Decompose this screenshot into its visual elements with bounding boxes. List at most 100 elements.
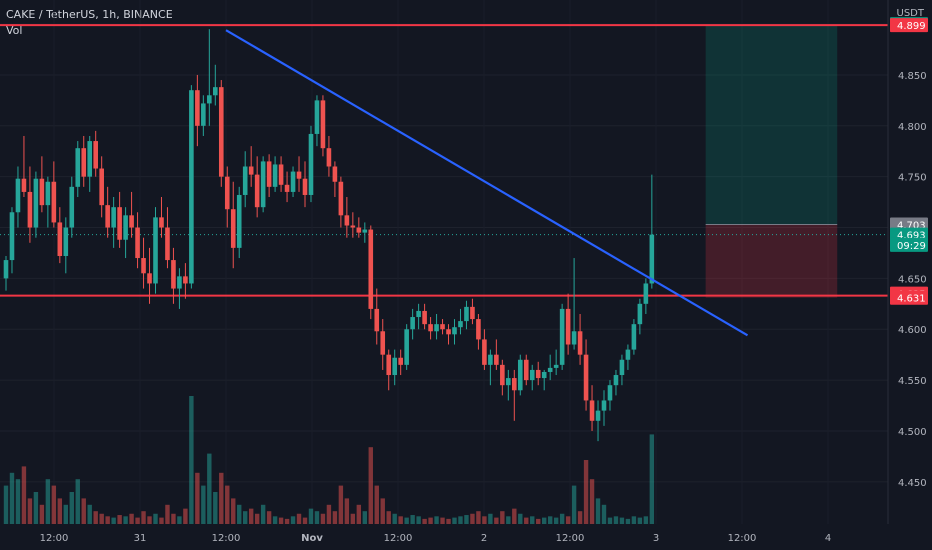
candle-body — [619, 359, 625, 376]
volume-bar — [613, 516, 619, 524]
volume-bar — [571, 485, 577, 524]
candle-body — [380, 331, 386, 355]
candle-body — [81, 148, 87, 177]
currency-label: USDT — [896, 8, 924, 19]
volume-bar — [320, 513, 326, 524]
candle-body — [63, 227, 69, 257]
y-tick-label: 4.600 — [898, 325, 927, 336]
y-tick-label: 4.450 — [898, 478, 927, 489]
volume-bar — [99, 513, 104, 524]
candle-body — [482, 339, 487, 365]
volume-bar — [57, 498, 63, 524]
volume-bar — [595, 498, 601, 524]
volume-bar — [75, 479, 80, 524]
volume-bar — [440, 517, 445, 524]
volume-bar — [577, 511, 583, 524]
volume-bar — [434, 516, 439, 524]
volume-bar — [547, 516, 553, 524]
price-axis: 4.9004.8504.8004.7504.7004.6504.6004.550… — [890, 17, 928, 489]
candle-body — [183, 276, 188, 284]
candle-body — [523, 359, 529, 381]
candle-body — [535, 369, 541, 379]
candle-body — [500, 364, 505, 386]
volume-bar — [559, 513, 565, 524]
volume-bar — [458, 516, 463, 524]
volume-bar — [153, 513, 158, 524]
volume-bar — [338, 485, 344, 524]
price-label-text: 09:29 — [897, 241, 926, 252]
candle-body — [470, 306, 475, 320]
volume-bar — [524, 517, 529, 524]
candle-body — [571, 331, 577, 345]
candle-body — [242, 166, 248, 195]
candle-body — [595, 410, 601, 421]
candle-body — [541, 371, 547, 379]
candle-body — [320, 100, 326, 149]
volume-bar — [464, 515, 469, 524]
candle-body — [374, 308, 380, 332]
volume-bar — [356, 504, 362, 524]
volume-bar — [105, 516, 110, 524]
candle-body — [266, 161, 272, 187]
candle-body — [27, 191, 33, 228]
candle-body — [643, 283, 649, 304]
x-tick-label: 4 — [825, 533, 831, 544]
volume-bar — [177, 516, 182, 524]
candle-body — [416, 310, 421, 318]
candle-body — [589, 400, 595, 421]
candle-body — [565, 308, 571, 345]
volume-bar — [248, 508, 254, 524]
volume-bar — [326, 504, 332, 524]
volume-bar — [69, 492, 74, 524]
x-tick-label: 12:00 — [40, 533, 69, 544]
volume-bar — [51, 485, 57, 524]
volume-bar — [476, 511, 481, 524]
y-tick-label: 4.550 — [898, 376, 927, 387]
volume-bar — [207, 453, 212, 524]
candle-body — [547, 367, 553, 372]
candle-body — [428, 324, 433, 332]
trendline-segment — [225, 29, 749, 337]
candle-body — [314, 100, 320, 134]
profit-zone — [705, 25, 838, 225]
volume-bar — [308, 508, 314, 524]
candle-body — [350, 225, 356, 228]
candle-body — [129, 215, 134, 228]
y-tick-label: 4.800 — [898, 122, 927, 133]
candle-body — [422, 310, 427, 325]
candle-body — [141, 258, 146, 274]
candle-body — [440, 324, 445, 330]
volume-bar — [219, 472, 224, 524]
x-tick-label: 12:00 — [212, 533, 241, 544]
candle-body — [99, 168, 104, 206]
volume-bar — [583, 460, 589, 524]
x-tick-label: 12:00 — [384, 533, 413, 544]
candle-body — [15, 178, 21, 213]
candle-body — [3, 260, 9, 279]
candle-body — [392, 357, 397, 376]
x-tick-label: 12:00 — [556, 533, 585, 544]
candle-body — [529, 369, 535, 381]
volume-bar — [15, 479, 21, 524]
volume-bar — [290, 516, 296, 524]
volume-bar — [81, 498, 86, 524]
candle-body — [368, 229, 374, 309]
candle-body — [87, 141, 93, 177]
volume-bar — [225, 485, 230, 524]
volume-bar — [159, 517, 164, 524]
volume-bar — [404, 517, 409, 524]
price-label-text: 4.899 — [897, 21, 926, 32]
candle-body — [171, 260, 176, 289]
candle-body — [69, 186, 75, 228]
volume-bar — [254, 513, 260, 524]
candle-body — [218, 87, 224, 177]
candle-body — [195, 90, 200, 126]
candle-body — [302, 178, 308, 195]
candle-body — [165, 227, 170, 261]
volume-bar — [123, 516, 128, 524]
volume-bar — [135, 517, 140, 524]
candle-body — [517, 359, 523, 391]
candle-body — [296, 171, 302, 179]
candle-body — [613, 375, 619, 386]
